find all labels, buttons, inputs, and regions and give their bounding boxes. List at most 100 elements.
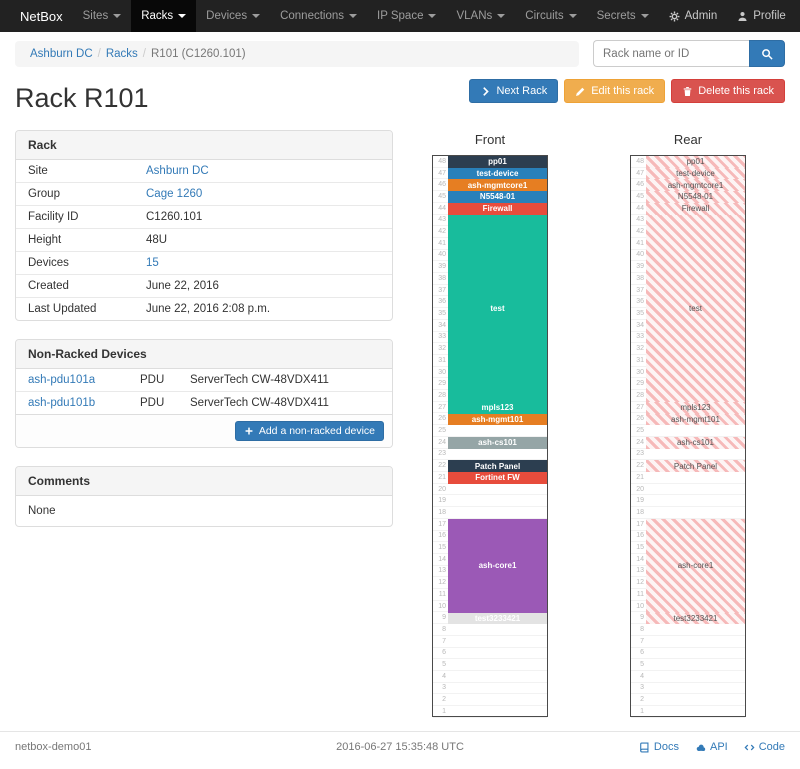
rack-device-test-device[interactable]: test-device bbox=[448, 167, 547, 180]
device-link-ash-pdu101b[interactable]: ash-pdu101b bbox=[28, 397, 96, 409]
rack-device-firewall[interactable]: Firewall bbox=[448, 202, 547, 215]
delete-this-rack-button[interactable]: Delete this rack bbox=[671, 79, 785, 103]
unit-number: 10 bbox=[636, 602, 644, 610]
nav-item-log-out[interactable]: Log out bbox=[796, 0, 800, 32]
footer: netbox-demo01 2016-06-27 15:35:48 UTC Do… bbox=[15, 732, 785, 769]
rack-device-mpls123[interactable]: mpls123 bbox=[646, 401, 745, 414]
rack-device-ash-cs101[interactable]: ash-cs101 bbox=[646, 437, 745, 449]
unit-number: 12 bbox=[438, 579, 446, 587]
rack-device-test[interactable]: test bbox=[646, 214, 745, 402]
rack-unit: 18 bbox=[631, 507, 745, 519]
rack-device-test-device[interactable]: test-device bbox=[646, 167, 745, 180]
nav-item-vlans[interactable]: VLANs bbox=[446, 0, 515, 32]
next-rack-button[interactable]: Next Rack bbox=[469, 79, 559, 103]
rack-device-test3233421[interactable]: test3233421 bbox=[646, 612, 745, 625]
book-icon bbox=[640, 741, 649, 753]
attr-value-link-group[interactable]: Cage 1260 bbox=[146, 188, 203, 200]
nav-item-devices[interactable]: Devices bbox=[196, 0, 270, 32]
add-non-racked-device-button[interactable]: Add a non-racked device bbox=[234, 421, 384, 441]
attr-value: 15 bbox=[134, 251, 392, 275]
unit-number: 1 bbox=[640, 707, 644, 715]
nav-item-label: Secrets bbox=[596, 10, 636, 22]
breadcrumb-link-ashburn-dc[interactable]: Ashburn DC bbox=[30, 47, 93, 60]
rack-unit: 25 bbox=[631, 425, 745, 437]
rack-device-pp01[interactable]: pp01 bbox=[448, 156, 547, 168]
footer-divider bbox=[0, 731, 800, 732]
search-form bbox=[593, 40, 785, 67]
non-racked-panel-title: Non-Racked Devices bbox=[16, 340, 392, 369]
attr-label: Last Updated bbox=[16, 297, 134, 320]
footer-link-docs[interactable]: Docs bbox=[639, 741, 679, 753]
unit-number: 42 bbox=[636, 228, 644, 236]
unit-number: 44 bbox=[636, 204, 644, 212]
footer-link-api[interactable]: API bbox=[695, 741, 728, 753]
rack-device-ash-core1[interactable]: ash-core1 bbox=[646, 518, 745, 613]
rack-unit: 20 bbox=[631, 484, 745, 496]
unit-number: 34 bbox=[636, 321, 644, 329]
attr-value-link-devices[interactable]: 15 bbox=[146, 257, 159, 269]
rack-device-firewall[interactable]: Firewall bbox=[646, 202, 745, 215]
rack-device-ash-mgmt101[interactable]: ash-mgmt101 bbox=[448, 413, 547, 426]
nav-item-admin[interactable]: Admin bbox=[659, 0, 728, 32]
footer-hostname: netbox-demo01 bbox=[15, 741, 92, 753]
nav-item-label: VLANs bbox=[456, 10, 493, 22]
unit-number: 47 bbox=[438, 169, 446, 177]
unit-number: 40 bbox=[636, 251, 644, 259]
nav-item-sites[interactable]: Sites bbox=[73, 0, 132, 32]
rack-device-fortinet-fw[interactable]: Fortinet FW bbox=[448, 472, 547, 484]
rack-unit: 8 bbox=[433, 624, 547, 636]
unit-number: 22 bbox=[438, 462, 446, 470]
nav-item-profile[interactable]: Profile bbox=[727, 0, 796, 32]
rack-device-ash-cs101[interactable]: ash-cs101 bbox=[448, 437, 547, 449]
device-role: PDU bbox=[128, 391, 178, 414]
nav-item-secrets[interactable]: Secrets bbox=[587, 0, 659, 32]
breadcrumb-link-racks[interactable]: Racks bbox=[105, 47, 138, 60]
device-link-ash-pdu101a[interactable]: ash-pdu101a bbox=[28, 374, 96, 386]
rack-panel-title: Rack bbox=[16, 131, 392, 160]
rack-unit: 4 bbox=[433, 671, 547, 683]
rack-device-mpls123[interactable]: mpls123 bbox=[448, 401, 547, 414]
unit-number: 11 bbox=[636, 590, 644, 598]
navbar-brand[interactable]: NetBox bbox=[20, 8, 63, 24]
front-rack-body: 48 47 46 45 44 43 42 41 40 39 38 37 36 35 34 33 32 31 30 29… bbox=[432, 155, 548, 718]
search-input[interactable] bbox=[593, 40, 749, 67]
unit-number: 11 bbox=[438, 590, 446, 598]
rack-device-ash-core1[interactable]: ash-core1 bbox=[448, 518, 547, 613]
unit-number: 45 bbox=[438, 192, 446, 200]
unit-number: 39 bbox=[438, 263, 446, 271]
unit-number: 28 bbox=[636, 391, 644, 399]
front-elevation: Front 48 47 46 45 44 43 42 41 40 39 38 37 36 35 34 33 32… bbox=[432, 132, 548, 718]
rack-device-test[interactable]: test bbox=[448, 214, 547, 402]
nav-item-racks[interactable]: Racks bbox=[131, 0, 197, 32]
table-row: Group Cage 1260 bbox=[16, 182, 392, 206]
nav-item-ip-space[interactable]: IP Space bbox=[367, 0, 446, 32]
rack-device-test3233421[interactable]: test3233421 bbox=[448, 612, 547, 625]
unit-number: 26 bbox=[438, 415, 446, 423]
rack-device-n5548-01[interactable]: N5548-01 bbox=[646, 191, 745, 203]
rack-device-patch-panel[interactable]: Patch Panel bbox=[448, 460, 547, 473]
trash-icon bbox=[683, 86, 692, 96]
rack-device-ash-mgmt101[interactable]: ash-mgmt101 bbox=[646, 413, 745, 426]
nav-item-label: Circuits bbox=[525, 10, 564, 22]
rack-device-ash-mgmtcore1[interactable]: ash-mgmtcore1 bbox=[646, 179, 745, 192]
table-row: Created June 22, 2016 bbox=[16, 274, 392, 298]
comments-panel: Comments None bbox=[15, 466, 393, 527]
rack-device-pp01[interactable]: pp01 bbox=[646, 156, 745, 168]
unit-number: 43 bbox=[636, 216, 644, 224]
unit-number: 1 bbox=[442, 707, 446, 715]
nav-item-connections[interactable]: Connections bbox=[270, 0, 367, 32]
navbar: NetBox Sites Racks Devices Connections IP Sp… bbox=[0, 0, 800, 32]
rack-device-patch-panel[interactable]: Patch Panel bbox=[646, 460, 745, 473]
rack-unit: 23 bbox=[631, 449, 745, 461]
unit-number: 13 bbox=[636, 567, 644, 575]
nav-item-circuits[interactable]: Circuits bbox=[515, 0, 586, 32]
attr-label: Site bbox=[28, 165, 48, 177]
unit-number: 29 bbox=[438, 380, 446, 388]
attr-value-link-site[interactable]: Ashburn DC bbox=[146, 165, 209, 177]
footer-link-code[interactable]: Code bbox=[744, 741, 785, 753]
rack-device-ash-mgmtcore1[interactable]: ash-mgmtcore1 bbox=[448, 179, 547, 192]
rack-device-n5548-01[interactable]: N5548-01 bbox=[448, 191, 547, 203]
edit-this-rack-button[interactable]: Edit this rack bbox=[564, 79, 666, 103]
search-button[interactable] bbox=[749, 40, 785, 67]
main-content: Rack Site Ashburn DC Group Cage 1260 Facilit… bbox=[15, 130, 785, 718]
